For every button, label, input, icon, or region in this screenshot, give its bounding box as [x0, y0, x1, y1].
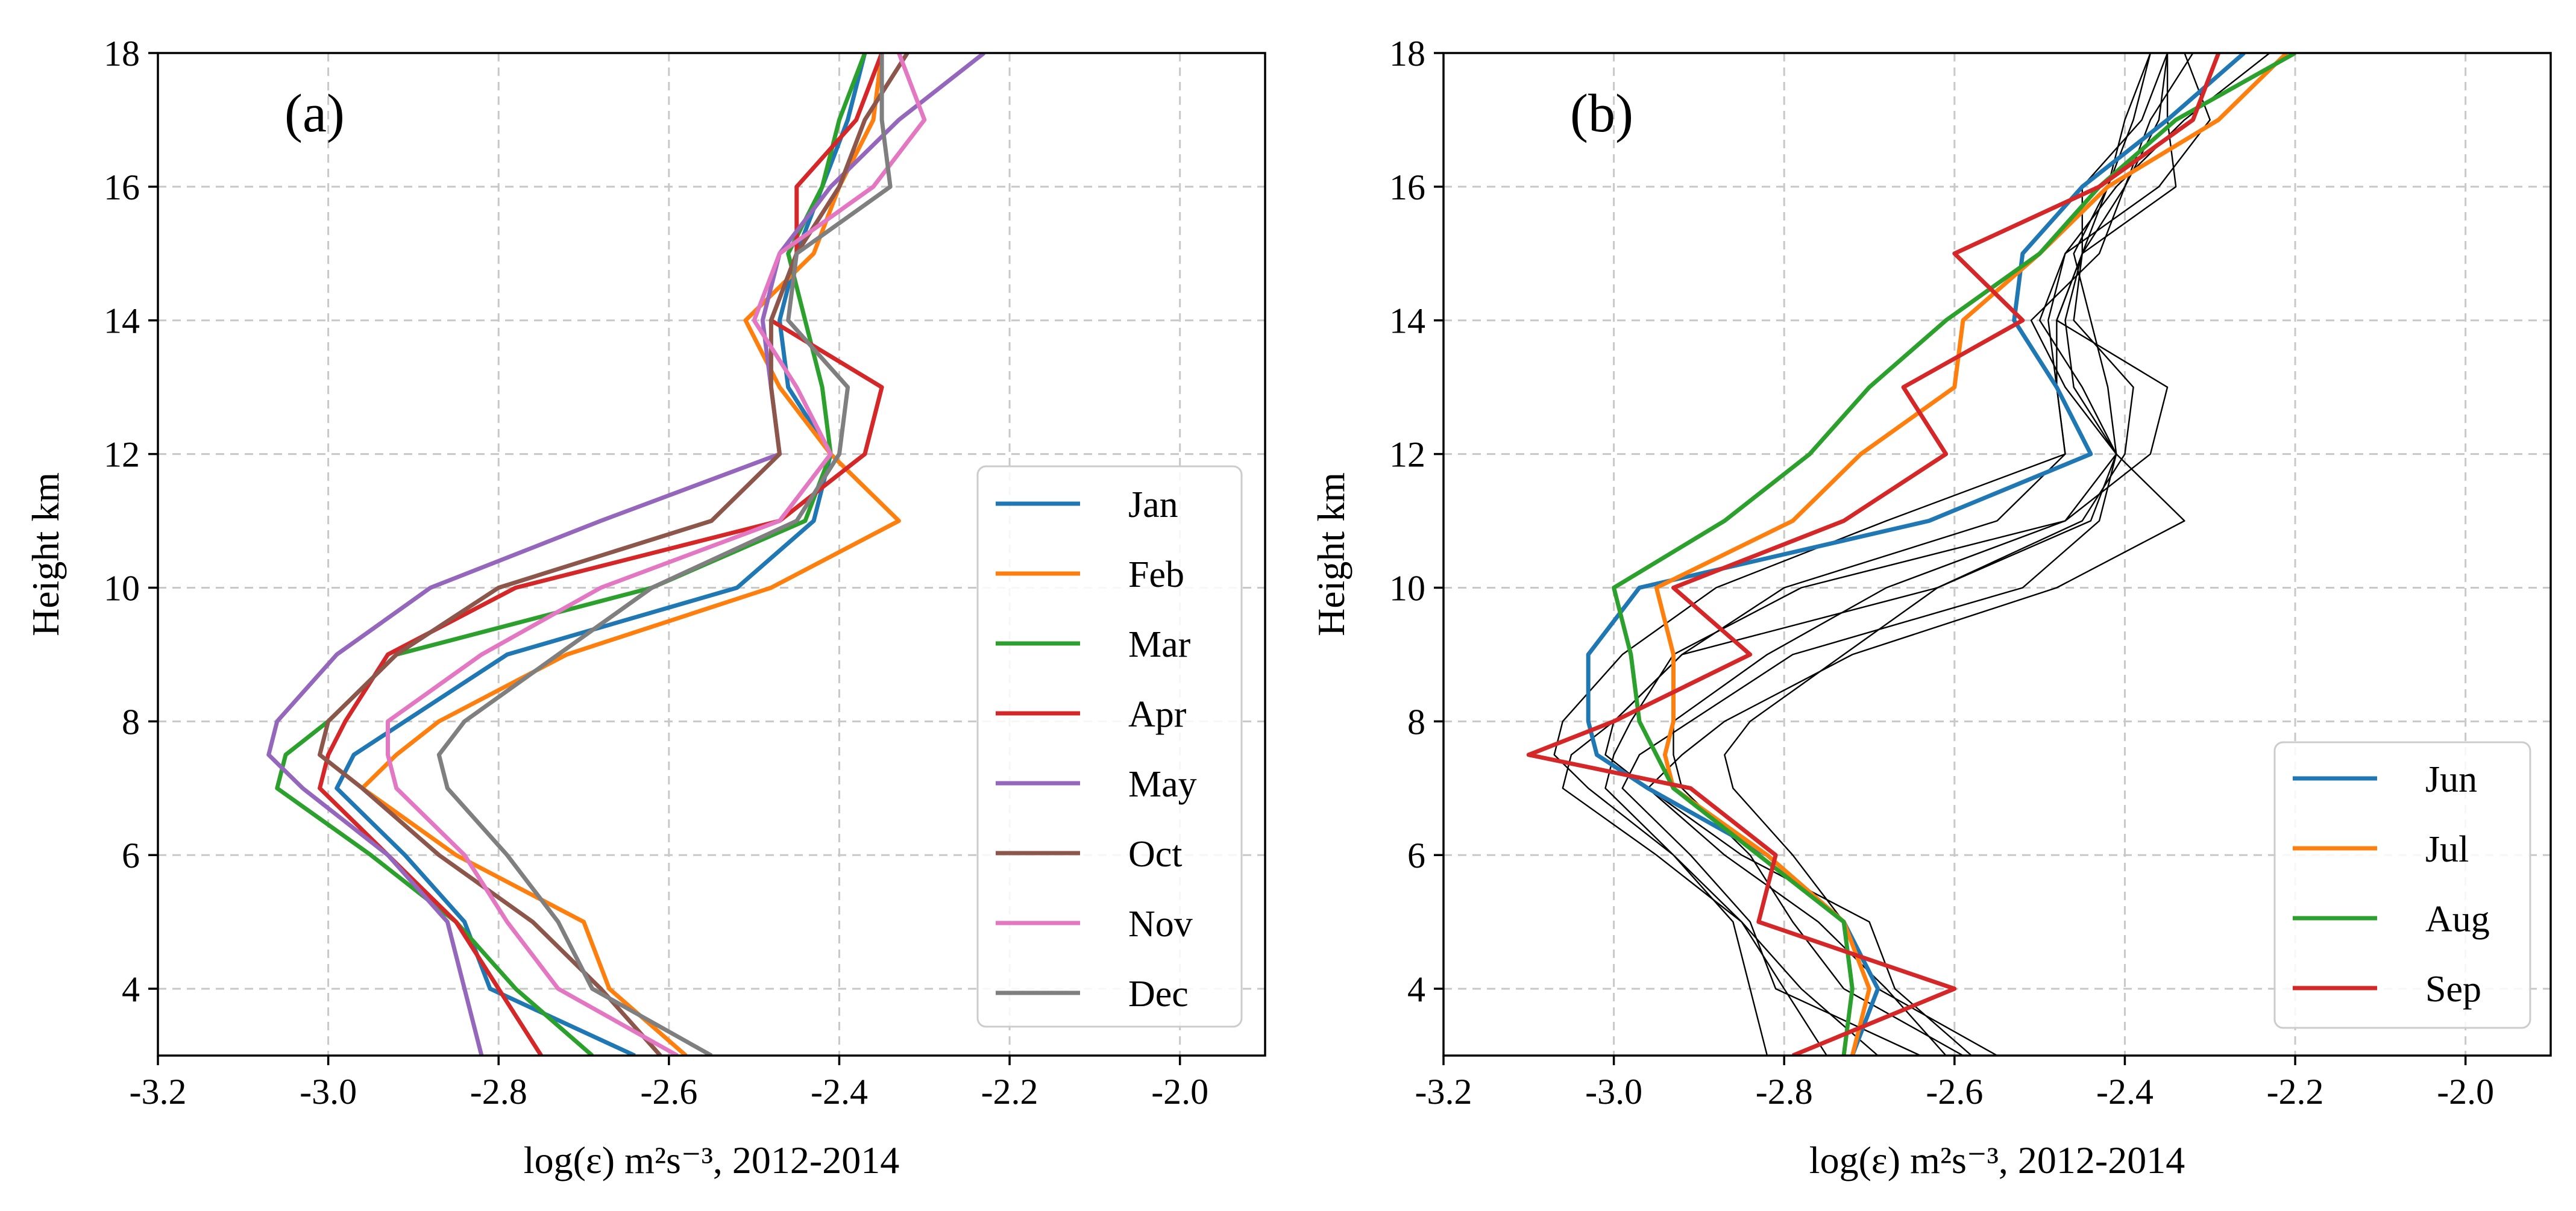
panel-label: (b): [1570, 84, 1633, 143]
y-tick-label: 12: [104, 435, 140, 475]
y-tick-label: 10: [104, 568, 140, 608]
legend-box: [2273, 741, 2531, 1029]
y-tick-label: 8: [1407, 702, 1425, 742]
y-axis-label: Height km: [24, 472, 67, 636]
background-series-line: [1673, 53, 2211, 1056]
x-tick-label: -2.6: [640, 1072, 697, 1112]
series-line-jan: [335, 53, 867, 1056]
panel-a: -3.2 -3.0 -2.8 -2.6 -2.4 -2.2 -2.0 4 6 8 10 12 14 16 1…: [24, 34, 1266, 1181]
y-tick-label: 16: [1389, 167, 1425, 207]
legend-label-feb: Feb: [1128, 554, 1184, 595]
x-axis-label: log(ε) m²s⁻³, 2012-2014: [524, 1139, 899, 1181]
series-line-jul: [1654, 53, 2289, 1056]
panel-b: -3.2 -3.0 -2.8 -2.6 -2.4 -2.2 -2.0 4 6 8 10 12 14 16 1…: [1310, 34, 2552, 1181]
plot-area: [1526, 53, 2296, 1056]
legend-label-nov: Nov: [1128, 904, 1193, 945]
axes-frame: [1442, 52, 2552, 1057]
y-tick-label: 4: [1407, 969, 1425, 1009]
x-tick-label: -2.2: [2267, 1072, 2324, 1112]
legend-label-jan: Jan: [1128, 484, 1178, 525]
x-tick-label: -2.0: [2437, 1072, 2494, 1112]
legend-label-oct: Oct: [1128, 834, 1183, 875]
y-tick-label: 12: [1389, 435, 1425, 475]
y-tick-label: 14: [1389, 301, 1425, 341]
legend-label-jul: Jul: [2425, 829, 2469, 870]
y-tick-label: 8: [122, 702, 140, 742]
x-tick-label: -3.2: [130, 1072, 187, 1112]
series-line-dec: [436, 53, 893, 1056]
y-axis-label: Height km: [1310, 472, 1352, 636]
x-axis-label: log(ε) m²s⁻³, 2012-2014: [1809, 1139, 2185, 1181]
x-tick-label: -2.4: [811, 1072, 868, 1112]
series-line-aug: [1612, 53, 2296, 1056]
background-series-line: [1724, 53, 2177, 1056]
series-line-sep: [1526, 53, 2221, 1056]
x-tick-label: -2.4: [2096, 1072, 2153, 1112]
y-tick-label: 6: [122, 836, 140, 875]
y-tick-label: 18: [104, 34, 140, 74]
x-tick-label: -2.8: [470, 1072, 527, 1112]
background-series-line: [1553, 53, 2270, 1056]
background-series-line: [1621, 53, 2152, 1056]
x-tick-label: -3.2: [1415, 1072, 1472, 1112]
x-tick-label: -2.8: [1756, 1072, 1813, 1112]
legend-label-apr: Apr: [1128, 694, 1187, 735]
y-tick-label: 14: [104, 301, 140, 341]
legend-label-sep: Sep: [2425, 969, 2481, 1010]
x-tick-label: -2.2: [981, 1072, 1038, 1112]
panel-label: (a): [284, 84, 345, 143]
y-tick-label: 6: [1407, 836, 1425, 875]
legend: Jan Feb Mar Apr May Oct Nov Dec: [976, 465, 1243, 1028]
y-tick-label: 4: [122, 969, 140, 1009]
y-tick-label: 10: [1389, 568, 1425, 608]
series-line-nov: [386, 53, 927, 1056]
x-tick-label: -2.6: [1926, 1072, 1983, 1112]
x-tick-label: -3.0: [300, 1072, 357, 1112]
plot-area: [266, 53, 985, 1056]
legend-label-may: May: [1128, 764, 1197, 805]
y-tick-label: 18: [1389, 34, 1425, 74]
series-line-may: [266, 53, 985, 1056]
x-tick-label: -2.0: [1151, 1072, 1208, 1112]
legend-box: [976, 465, 1243, 1028]
x-tick-label: -3.0: [1585, 1072, 1642, 1112]
y-tick-label: 16: [104, 167, 140, 207]
legend-label-mar: Mar: [1128, 624, 1191, 665]
legend: Jun Jul Aug Sep: [2273, 741, 2531, 1029]
legend-label-aug: Aug: [2425, 899, 2490, 940]
series-line-feb: [360, 53, 901, 1056]
legend-label-jun: Jun: [2425, 759, 2477, 800]
axes-frame: [157, 52, 1266, 1057]
legend-label-dec: Dec: [1128, 974, 1189, 1015]
